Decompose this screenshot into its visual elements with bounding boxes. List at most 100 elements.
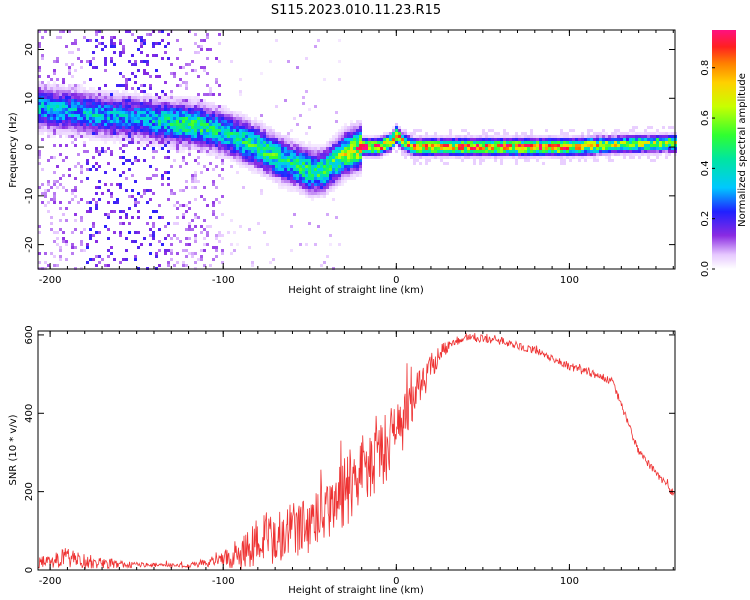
- heatmap-cell: [425, 159, 428, 162]
- heatmap-cell: [539, 153, 542, 156]
- heatmap-cell: [305, 186, 308, 189]
- heatmap-cell: [110, 102, 113, 105]
- heatmap-cell: [59, 201, 62, 204]
- heatmap-cell: [404, 138, 407, 141]
- heatmap-cell: [227, 141, 230, 144]
- heatmap-cell: [314, 177, 317, 180]
- heatmap-cell: [173, 96, 176, 99]
- heatmap-cell: [347, 141, 350, 144]
- heatmap-cell: [572, 144, 575, 147]
- heatmap-cell: [410, 150, 413, 153]
- heatmap-cell: [53, 60, 56, 63]
- colorbar-ticks: 0.00.20.40.60.8: [700, 60, 715, 277]
- heatmap-cell: [122, 93, 125, 96]
- heatmap-cell: [368, 150, 371, 153]
- heatmap-cell: [185, 228, 188, 231]
- heatmap-cell: [560, 159, 563, 162]
- heatmap-cell: [104, 141, 107, 144]
- heatmap-cell: [206, 204, 209, 207]
- heatmap-cell: [113, 96, 116, 99]
- heatmap-cell: [161, 111, 164, 114]
- heatmap-cell: [200, 231, 203, 234]
- heatmap-cell: [353, 138, 356, 141]
- heatmap-cell: [326, 189, 329, 192]
- heatmap-cell: [38, 108, 41, 111]
- heatmap-cell: [632, 156, 635, 159]
- heatmap-cell: [152, 156, 155, 159]
- heatmap-cell: [215, 246, 218, 249]
- heatmap-cell: [326, 177, 329, 180]
- heatmap-cell: [134, 180, 137, 183]
- heatmap-cell: [305, 132, 308, 135]
- heatmap-cell: [179, 138, 182, 141]
- heatmap-cell: [278, 144, 281, 147]
- heatmap-cell: [227, 111, 230, 114]
- heatmap-cell: [317, 195, 320, 198]
- heatmap-cell: [302, 156, 305, 159]
- heatmap-cell: [242, 120, 245, 123]
- heatmap-cell: [128, 132, 131, 135]
- heatmap-cell: [215, 138, 218, 141]
- heatmap-cell: [137, 216, 140, 219]
- heatmap-cell: [224, 117, 227, 120]
- heatmap-cell: [332, 168, 335, 171]
- heatmap-cell: [221, 156, 224, 159]
- heatmap-cell: [530, 153, 533, 156]
- heatmap-cell: [665, 132, 668, 135]
- heatmap-cell: [62, 114, 65, 117]
- heatmap-cell: [344, 162, 347, 165]
- heatmap-cell: [341, 159, 344, 162]
- heatmap-cell: [86, 39, 89, 42]
- heatmap-cell: [623, 135, 626, 138]
- heatmap-cell: [314, 144, 317, 147]
- heatmap-cell: [107, 216, 110, 219]
- heatmap-cell: [449, 156, 452, 159]
- heatmap-cell: [407, 138, 410, 141]
- heatmap-cell: [101, 126, 104, 129]
- heatmap-cell: [629, 150, 632, 153]
- heatmap-cell: [41, 201, 44, 204]
- heatmap-cell: [350, 126, 353, 129]
- heatmap-cell: [533, 144, 536, 147]
- heatmap-cell: [500, 147, 503, 150]
- heatmap-cell: [668, 153, 671, 156]
- heatmap-cell: [212, 258, 215, 261]
- heatmap-cell: [95, 105, 98, 108]
- heatmap-cell: [59, 177, 62, 180]
- heatmap-cell: [107, 126, 110, 129]
- heatmap-cell: [389, 144, 392, 147]
- heatmap-cell: [134, 138, 137, 141]
- heatmap-cell: [500, 159, 503, 162]
- heatmap-cell: [521, 132, 524, 135]
- heatmap-cell: [290, 153, 293, 156]
- heatmap-cell: [320, 264, 323, 267]
- heatmap-cell: [296, 177, 299, 180]
- heatmap-cell: [488, 156, 491, 159]
- heatmap-cell: [203, 141, 206, 144]
- heatmap-cell: [98, 132, 101, 135]
- heatmap-cell: [50, 84, 53, 87]
- heatmap-cell: [326, 192, 329, 195]
- heatmap-cell: [107, 249, 110, 252]
- heatmap-cell: [224, 150, 227, 153]
- heatmap-cell: [518, 150, 521, 153]
- heatmap-cell: [236, 147, 239, 150]
- heatmap-cell: [287, 150, 290, 153]
- heatmap-cell: [203, 138, 206, 141]
- heatmap-cell: [281, 135, 284, 138]
- heatmap-cell: [278, 162, 281, 165]
- heatmap-cell: [164, 249, 167, 252]
- heatmap-cell: [476, 156, 479, 159]
- heatmap-cell: [548, 141, 551, 144]
- heatmap-cell: [116, 120, 119, 123]
- heatmap-cell: [269, 135, 272, 138]
- heatmap-cell: [656, 138, 659, 141]
- heatmap-cell: [338, 141, 341, 144]
- heatmap-cell: [59, 144, 62, 147]
- heatmap-cell: [548, 144, 551, 147]
- heatmap-cell: [92, 90, 95, 93]
- heatmap-cell: [86, 243, 89, 246]
- heatmap-cell: [437, 153, 440, 156]
- heatmap-cell: [101, 36, 104, 39]
